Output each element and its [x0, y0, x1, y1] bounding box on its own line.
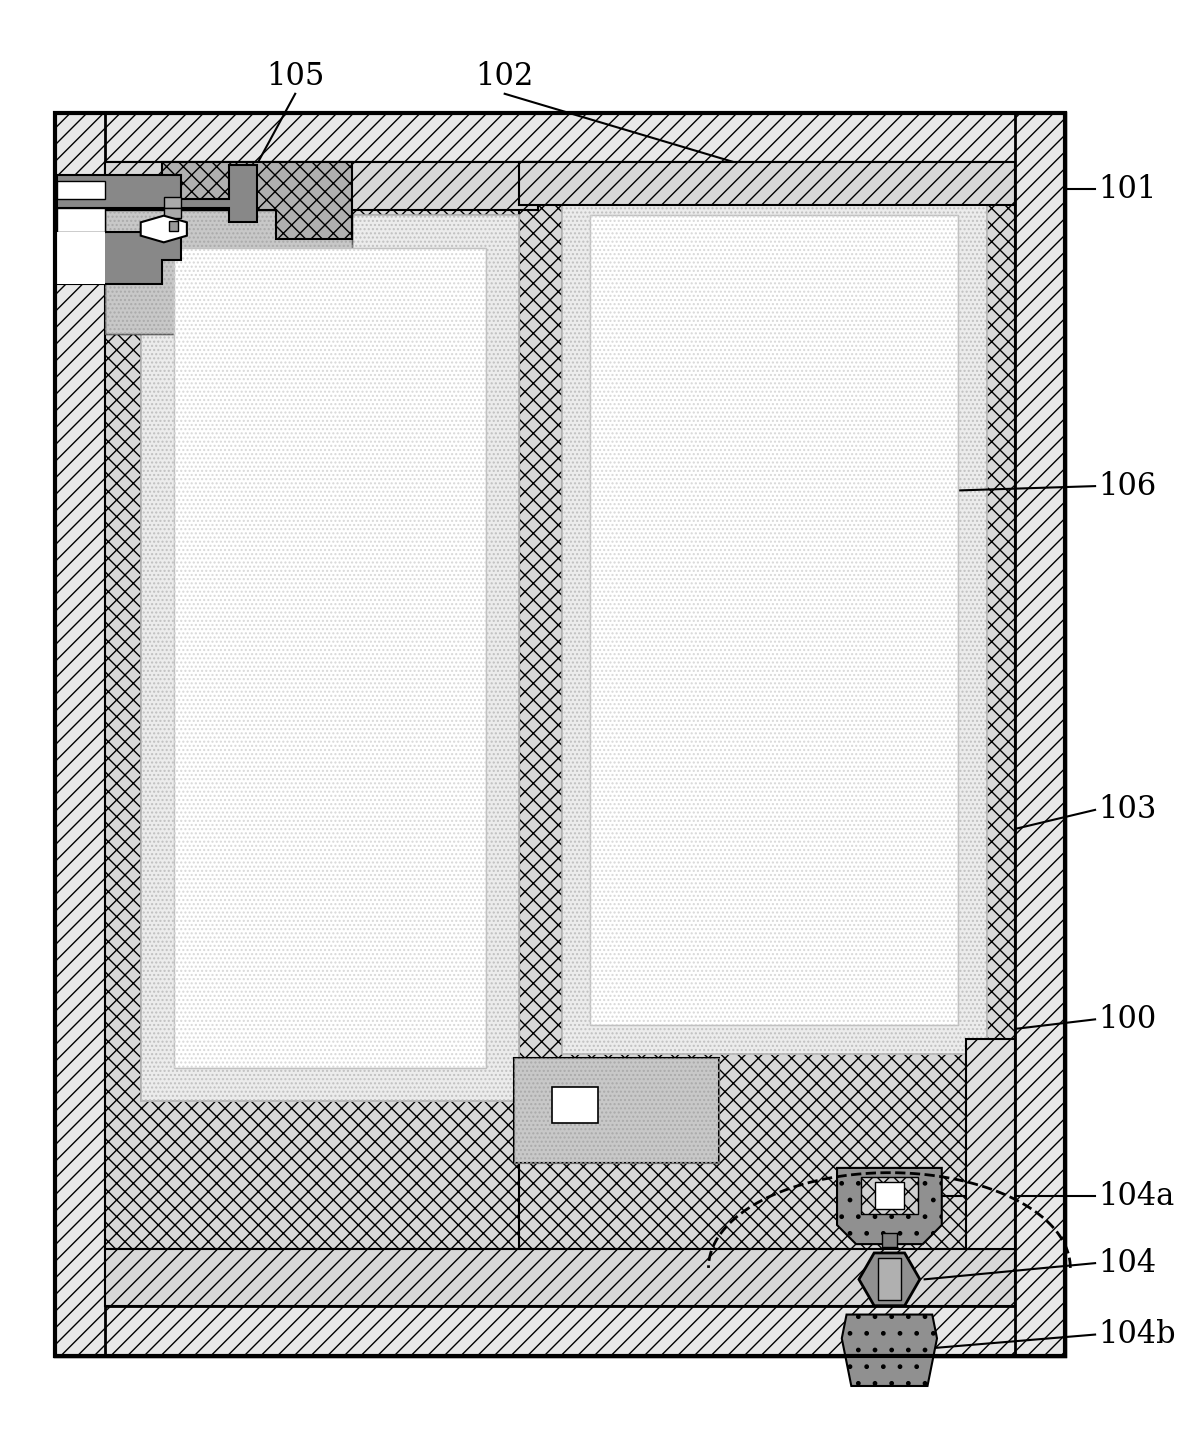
Text: 104b: 104b — [1098, 1320, 1176, 1350]
Text: 101: 101 — [1098, 173, 1156, 205]
Bar — [514, 1058, 719, 1163]
Polygon shape — [837, 1168, 942, 1244]
Bar — [591, 215, 958, 1026]
Bar — [519, 163, 1015, 205]
Bar — [105, 1248, 1015, 1307]
Polygon shape — [162, 163, 352, 239]
Bar — [164, 208, 181, 218]
Polygon shape — [842, 1314, 937, 1387]
Bar — [168, 221, 178, 231]
Bar — [105, 210, 352, 333]
Bar — [105, 163, 538, 210]
Bar — [58, 208, 105, 231]
Polygon shape — [55, 113, 105, 1356]
Text: 100: 100 — [1098, 1004, 1156, 1035]
Bar — [519, 163, 1015, 1248]
Bar — [561, 186, 986, 1053]
Bar — [58, 182, 105, 198]
Bar — [58, 231, 105, 284]
Bar — [878, 1259, 900, 1301]
Polygon shape — [141, 215, 187, 243]
Bar — [55, 113, 1065, 1356]
Bar — [561, 186, 986, 1053]
Bar — [105, 163, 1015, 1307]
Bar — [514, 1058, 719, 1163]
Bar — [164, 196, 181, 208]
Text: 105: 105 — [266, 61, 325, 92]
Bar — [876, 1183, 904, 1209]
Bar — [965, 1039, 1015, 1248]
Bar — [591, 215, 958, 1026]
Bar — [174, 247, 486, 1068]
Polygon shape — [859, 1253, 920, 1305]
Polygon shape — [1015, 113, 1065, 1356]
Polygon shape — [58, 166, 257, 223]
Text: 104: 104 — [1098, 1247, 1156, 1279]
Text: 106: 106 — [1098, 470, 1156, 502]
Bar — [882, 1232, 897, 1247]
Bar — [860, 1177, 918, 1213]
Bar — [55, 113, 1065, 1356]
Bar — [105, 163, 538, 1248]
Polygon shape — [55, 1307, 1065, 1356]
Bar — [174, 247, 486, 1068]
Bar — [141, 215, 519, 1101]
Polygon shape — [58, 231, 181, 284]
Bar — [141, 215, 519, 1101]
Polygon shape — [55, 113, 1065, 163]
Bar — [105, 210, 352, 333]
Bar — [552, 1087, 598, 1123]
Text: 104a: 104a — [1098, 1181, 1175, 1212]
Text: 102: 102 — [476, 61, 534, 92]
Text: 103: 103 — [1098, 794, 1156, 825]
